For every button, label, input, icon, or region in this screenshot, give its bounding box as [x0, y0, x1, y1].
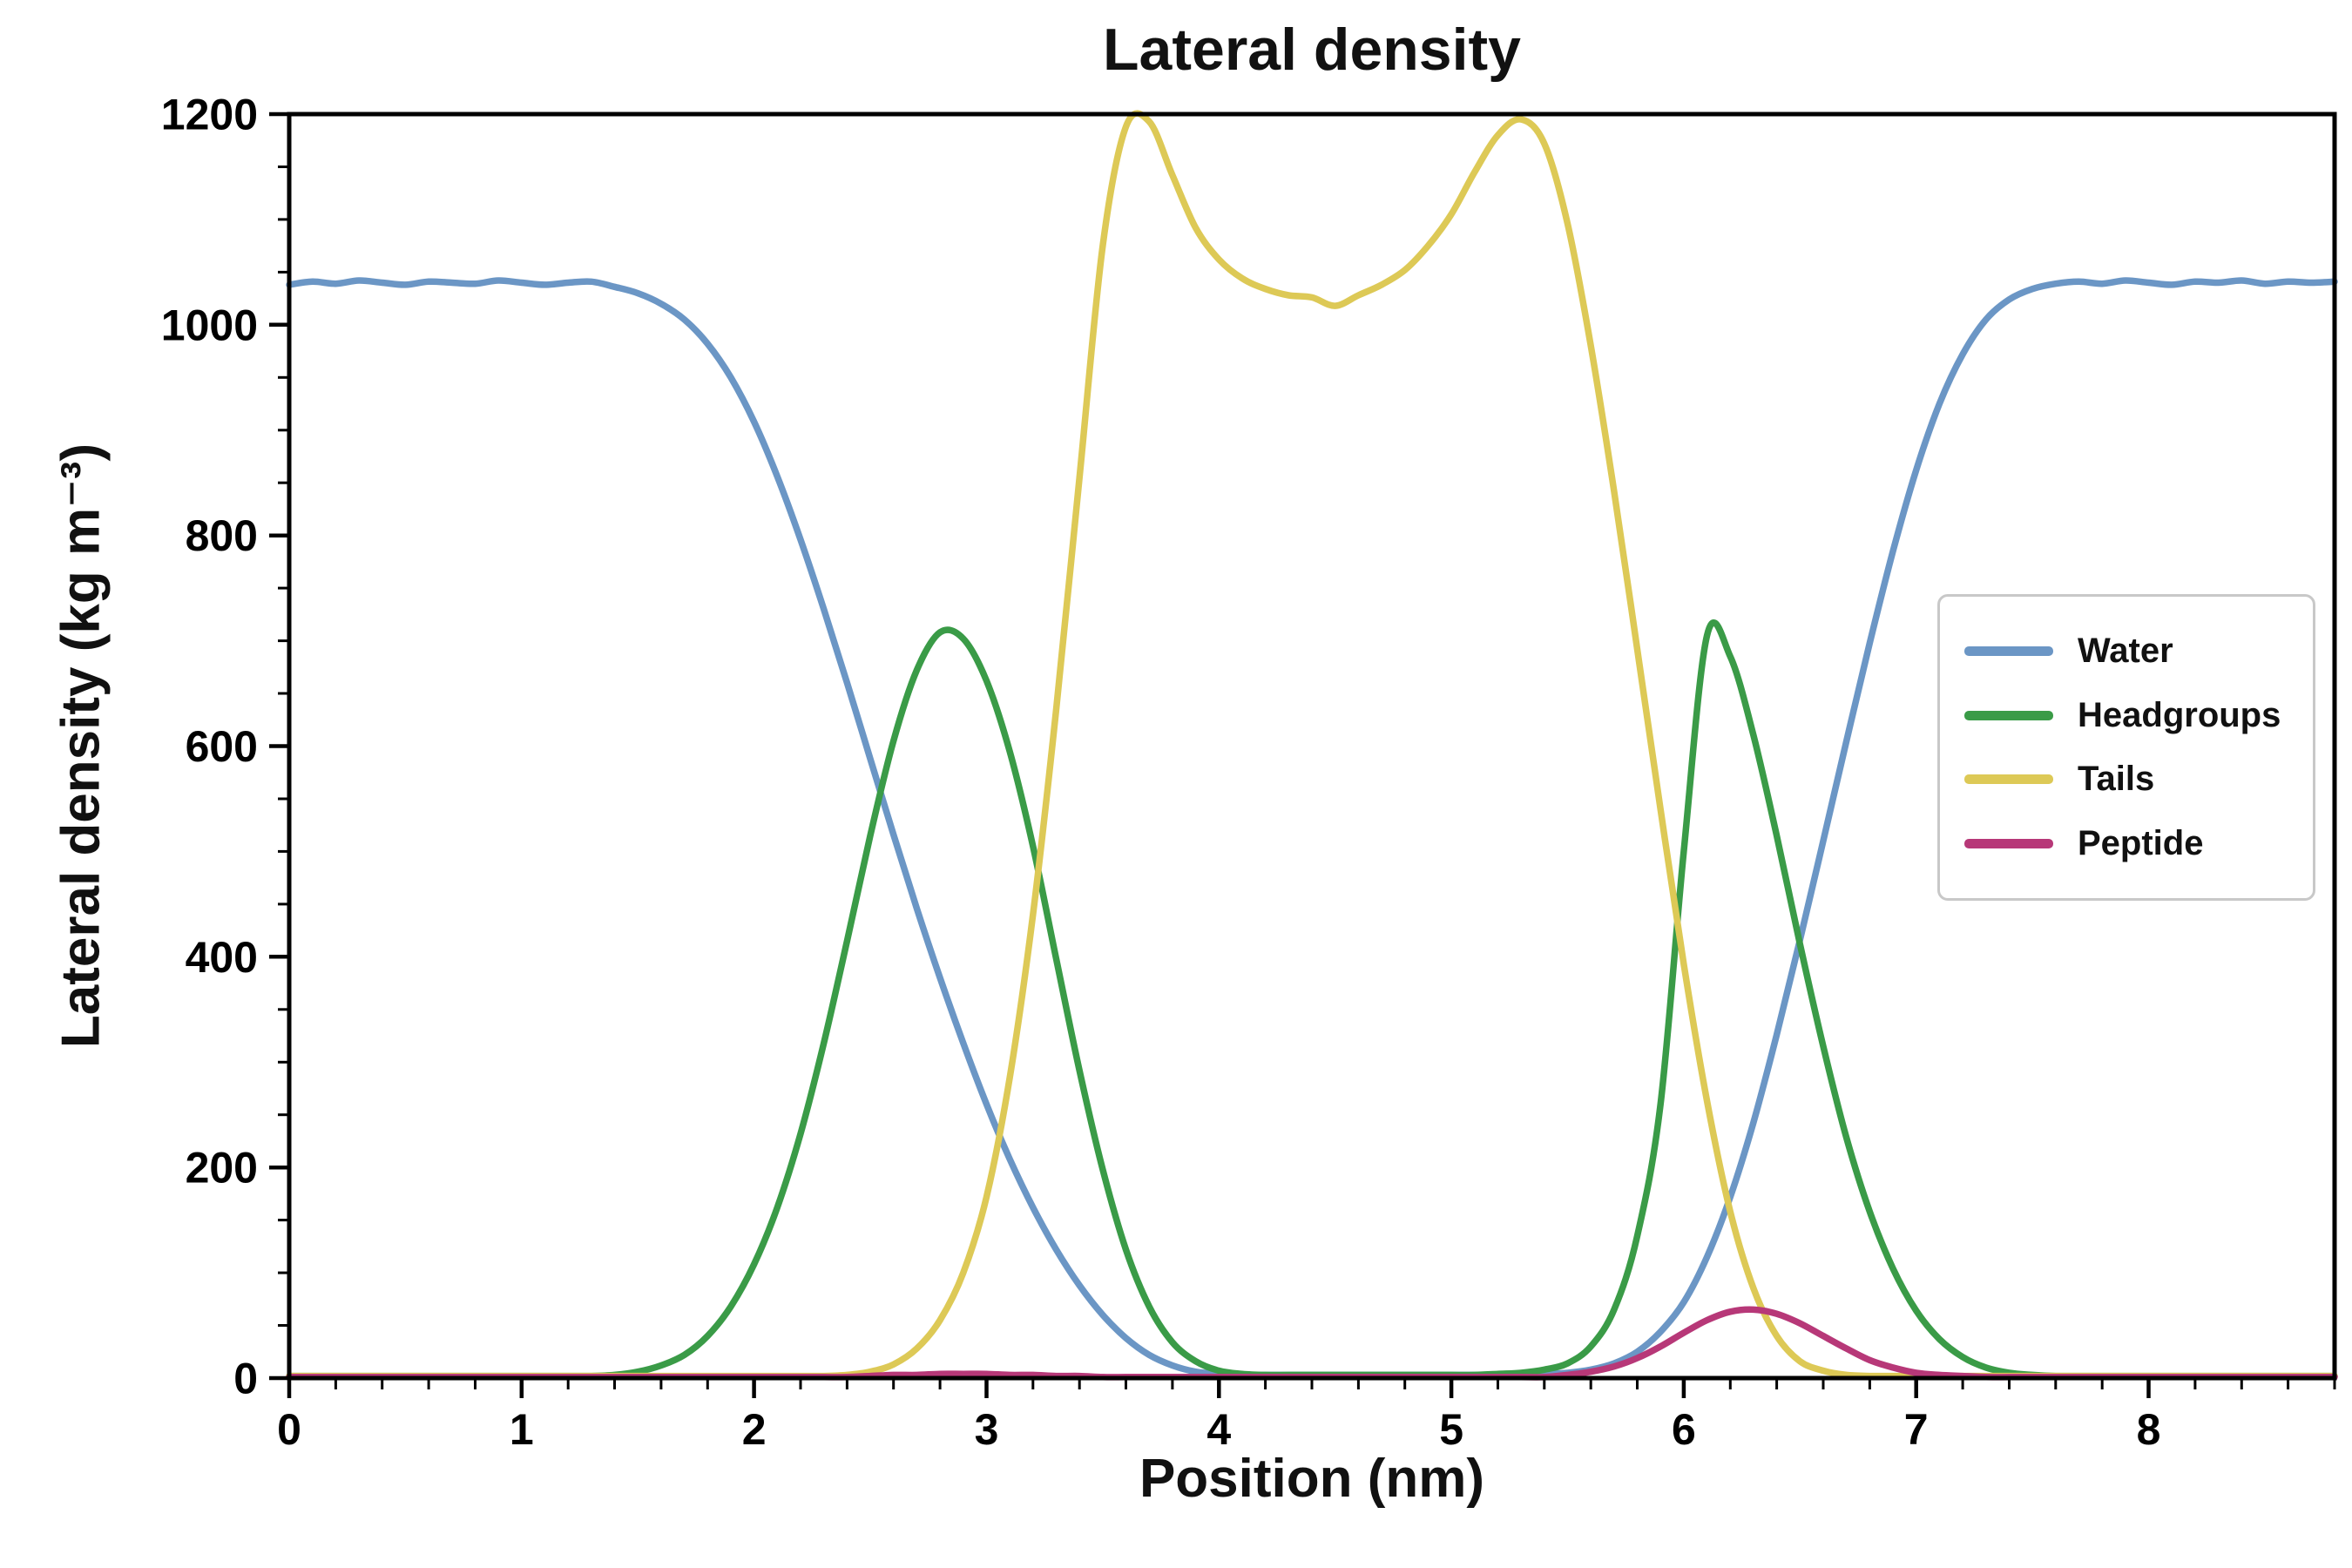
y-tick-label: 1200	[161, 91, 258, 139]
legend-label: Peptide	[2078, 823, 2204, 862]
legend-swatch	[1964, 710, 2053, 720]
plot-spines	[287, 112, 2337, 1381]
legend-label: Tails	[2078, 760, 2155, 799]
x-tick-label: 6	[1672, 1405, 1696, 1454]
y-tick-label: 1000	[161, 301, 258, 349]
y-axis-label: Lateral density (kg m⁻³)	[51, 443, 112, 1049]
x-tick-label: 2	[742, 1405, 767, 1454]
x-tick-label: 5	[1439, 1405, 1463, 1454]
y-tick-label: 800	[186, 511, 258, 560]
y-tick-label: 0	[233, 1355, 258, 1403]
y-axis-ticks: 0 200 400 600 800 1000 1200	[161, 91, 289, 1403]
x-tick-label: 3	[975, 1405, 999, 1454]
x-tick-label: 0	[277, 1405, 301, 1454]
y-tick-label: 400	[186, 933, 258, 982]
legend-item: Water	[1964, 632, 2302, 671]
series-Peptide	[286, 1306, 2338, 1381]
y-tick-label: 600	[186, 722, 258, 771]
chart-title: Lateral density	[1103, 17, 1521, 83]
legend-label: Water	[2078, 632, 2173, 671]
legend-swatch	[1964, 838, 2053, 848]
x-axis-ticks: 0 1 2 3 4 5 6 7 8	[277, 1378, 2336, 1454]
legend-item: Peptide	[1964, 824, 2302, 863]
legend-label: Headgroups	[2078, 695, 2281, 734]
x-tick-label: 8	[2137, 1405, 2161, 1454]
x-tick-label: 7	[1904, 1405, 1929, 1454]
x-tick-label: 4	[1206, 1405, 1231, 1454]
x-axis-label: Position (nm)	[1139, 1449, 1485, 1509]
legend: Water Headgroups Tails Peptide	[1937, 594, 2315, 901]
legend-item: Headgroups	[1964, 696, 2302, 735]
x-tick-label: 1	[510, 1405, 534, 1454]
legend-item: Tails	[1964, 760, 2302, 799]
y-tick-label: 200	[186, 1144, 258, 1193]
legend-swatch	[1964, 774, 2053, 785]
legend-swatch	[1964, 646, 2053, 657]
